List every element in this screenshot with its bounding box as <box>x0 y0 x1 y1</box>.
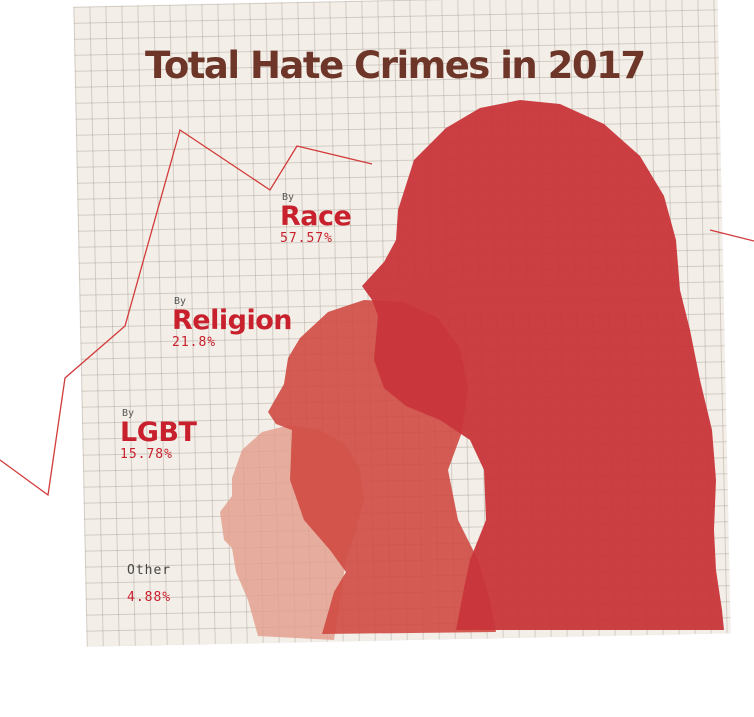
race-percent: 57.57% <box>280 231 333 247</box>
other-label-group: Other 4.88% <box>127 563 171 605</box>
decorative-trend-line <box>0 128 373 497</box>
lgbt-label: LGBT <box>120 417 197 448</box>
race-label-group: By Race 57.57% <box>280 192 352 247</box>
race-silhouette <box>362 100 724 630</box>
lgbt-percent: 15.78% <box>120 447 173 463</box>
race-label: Race <box>280 201 352 232</box>
other-label: Other <box>127 563 172 578</box>
lgbt-label-group: By LGBT 15.78% <box>120 408 197 463</box>
religion-prefix: By <box>174 296 187 307</box>
race-prefix: By <box>282 192 295 203</box>
chart-title: Total Hate Crimes in 2017 <box>145 44 646 87</box>
religion-percent: 21.8% <box>172 335 217 351</box>
other-percent: 4.88% <box>127 590 172 605</box>
lgbt-prefix: By <box>122 408 135 419</box>
religion-label: Religion <box>172 305 292 336</box>
religion-label-group: By Religion 21.8% <box>172 296 292 350</box>
decorative-trend-line-right <box>709 229 754 242</box>
